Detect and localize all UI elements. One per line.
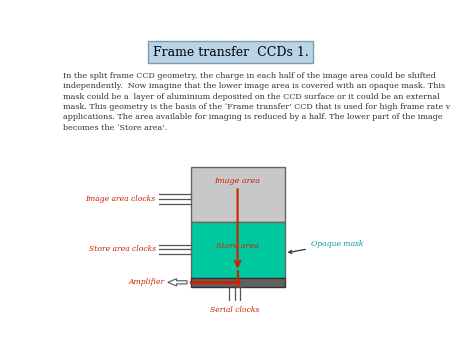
Text: Serial clocks: Serial clocks (210, 306, 260, 314)
Text: Store area: Store area (216, 242, 259, 250)
Text: Store area clocks: Store area clocks (89, 245, 156, 253)
Bar (190, 222, 285, 278)
Text: Opaque mask: Opaque mask (289, 240, 363, 254)
Text: In the split frame CCD geometry, the charge in each half of the image area could: In the split frame CCD geometry, the cha… (63, 72, 450, 132)
Text: Image area clocks: Image area clocks (86, 195, 156, 203)
FancyArrow shape (168, 279, 187, 286)
Text: Image area: Image area (215, 177, 261, 185)
Text: Frame transfer  CCDs 1.: Frame transfer CCDs 1. (153, 46, 309, 59)
Bar (190, 278, 285, 287)
Bar (190, 167, 285, 222)
Text: Amplifier: Amplifier (128, 278, 164, 286)
